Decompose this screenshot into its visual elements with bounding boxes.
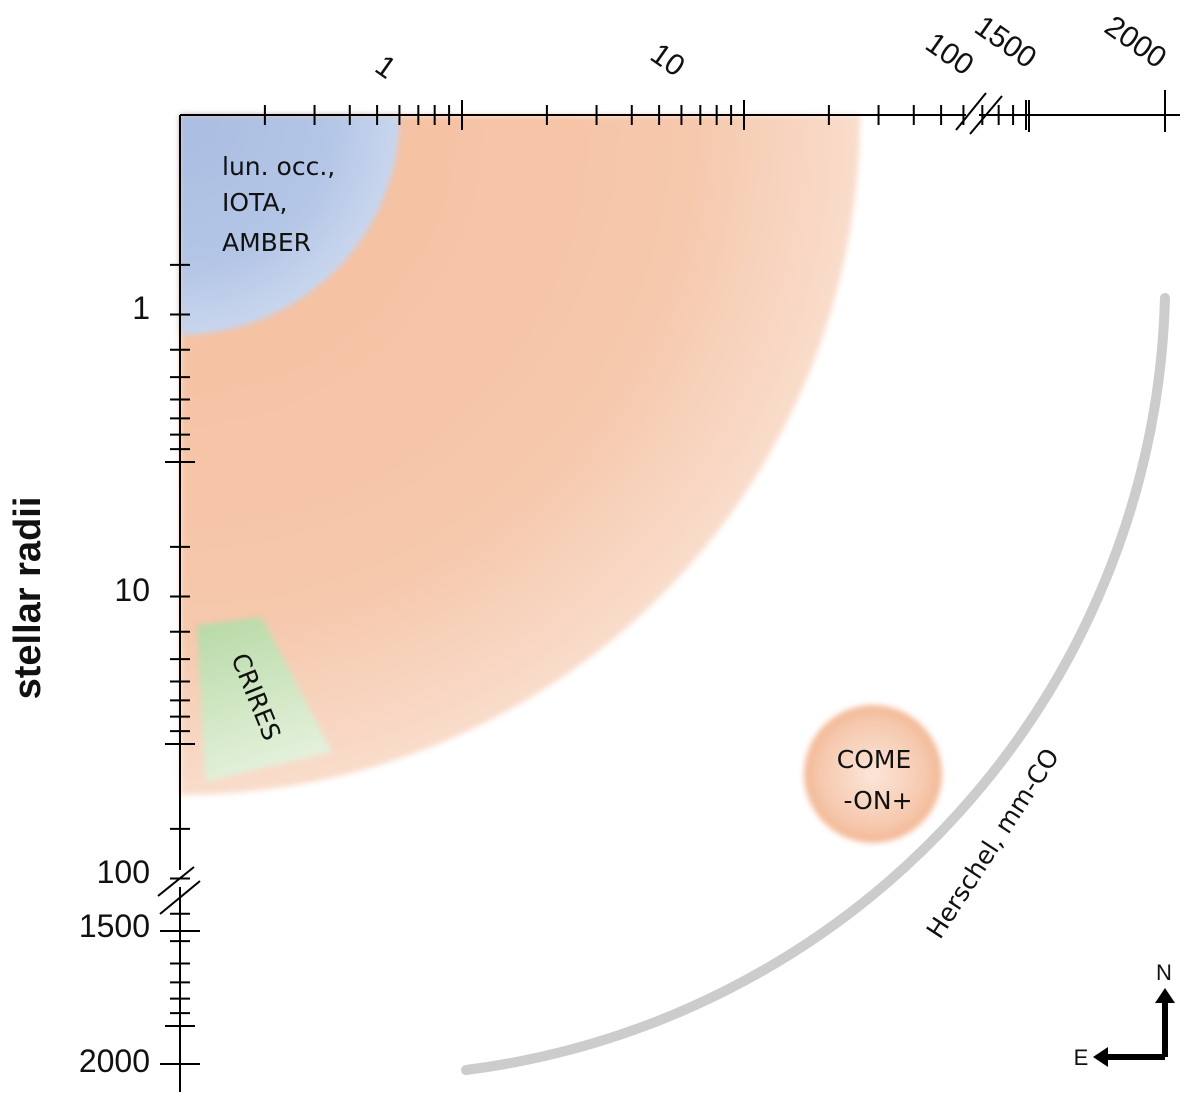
compass: N E	[1074, 960, 1175, 1070]
herschel-arc	[461, 293, 1170, 1075]
east-arrowhead-icon	[1093, 1047, 1108, 1067]
come-on-label-line-1: COME	[837, 745, 912, 774]
inner-region-label-line-1: lun. occ.,	[222, 152, 335, 181]
come-on-label-line-2: -ON+	[843, 786, 912, 815]
crires-region	[197, 617, 332, 782]
wide-region	[180, 115, 860, 795]
top-axis-ticks	[263, 90, 1166, 132]
inner-region	[180, 115, 400, 335]
inner-region-label-line-3: AMBER	[222, 228, 311, 257]
top-label-10: 10	[644, 37, 690, 83]
come-on-region	[804, 705, 942, 843]
top-label-1: 1	[369, 49, 402, 86]
compass-east-label: E	[1074, 1045, 1089, 1070]
left-label-1500: 1500	[79, 908, 150, 944]
left-axis-title: stellar radii	[7, 497, 49, 700]
left-label-2000: 2000	[79, 1043, 150, 1079]
come-on-label: COME -ON+	[837, 745, 919, 815]
inner-region-label: lun. occ., IOTA, AMBER	[222, 152, 343, 257]
left-axis-ticks	[160, 263, 200, 1065]
top-label-2000: 2000	[1099, 10, 1173, 75]
left-label-1: 1	[132, 290, 150, 326]
left-axis-break-icon	[157, 866, 201, 915]
top-label-1500: 1500	[969, 10, 1043, 75]
inner-region-label-line-2: IOTA,	[222, 188, 287, 217]
left-label-10: 10	[114, 572, 150, 608]
north-arrowhead-icon	[1155, 988, 1175, 1003]
left-label-100: 100	[97, 854, 150, 890]
compass-arrows-icon	[1104, 998, 1168, 1060]
top-axis-break-icon	[955, 92, 1003, 135]
compass-north-label: N	[1156, 960, 1172, 985]
